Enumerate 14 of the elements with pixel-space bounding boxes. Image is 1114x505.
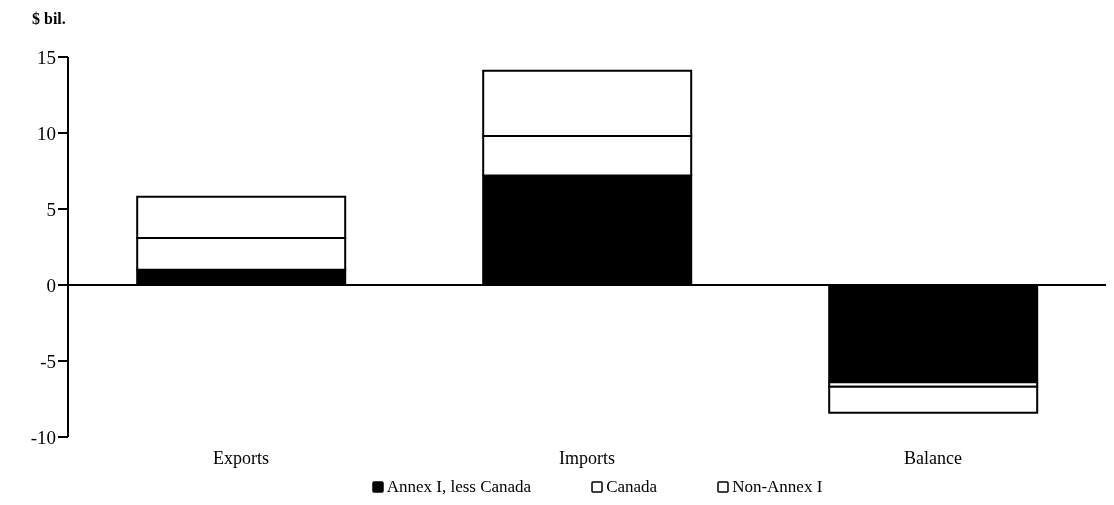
y-tick-label: 0 [46,274,56,296]
y-tick-label: 15 [37,46,56,68]
x-tick-label: Exports [213,447,269,468]
y-axis-title: $ bil. [32,10,66,28]
y-tick-label: -10 [30,426,56,448]
x-tick-label: Balance [904,447,962,468]
y-tick-label: -5 [40,350,56,372]
legend-label: Annex I, less Canada [385,477,532,497]
bar [828,385,1039,414]
legend-label: Canada [605,477,658,497]
legend-label: Non-Annex I [731,477,823,497]
y-tick-label: 10 [37,122,56,144]
y-tick-label: 5 [46,198,56,220]
x-tick-label: Imports [559,447,615,468]
